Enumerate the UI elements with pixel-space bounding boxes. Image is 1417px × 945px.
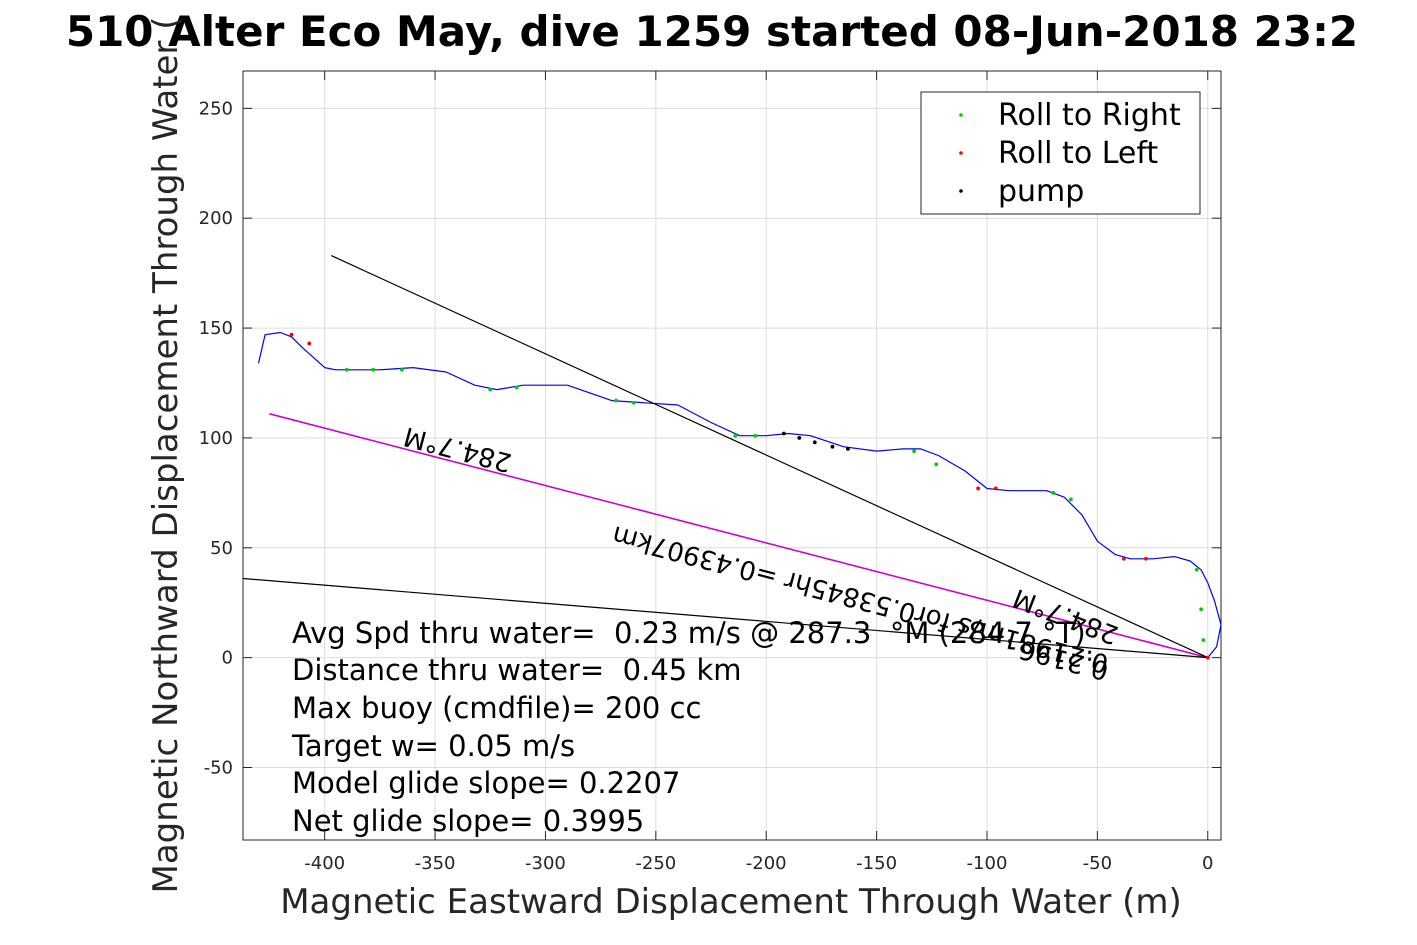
legend-label-roll-right: Roll to Right: [998, 98, 1181, 133]
roll-right-marker: [912, 449, 917, 454]
x-axis-label: Magnetic Eastward Displacement Through W…: [280, 882, 1182, 922]
legend-marker-roll-left: [959, 151, 963, 155]
y-tick-label: 200: [199, 208, 233, 229]
legend: Roll to Right Roll to Left pump: [920, 91, 1201, 215]
x-tick-label: -250: [635, 853, 676, 874]
legend-marker-roll-right: [959, 113, 963, 117]
pump-marker: [781, 431, 786, 436]
x-tick-label: -300: [525, 853, 566, 874]
roll-right-marker: [1051, 490, 1056, 495]
y-tick-label: 250: [199, 98, 233, 119]
y-tick-label: 150: [199, 318, 233, 339]
roll-right-marker: [514, 385, 519, 390]
x-tick-label: -50: [1083, 853, 1112, 874]
plot-area: [242, 70, 1222, 841]
reference-line: [243, 577, 1208, 659]
roll-right-marker: [733, 433, 738, 438]
chart-title: 510 Alter Eco May, dive 1259 started 08-…: [66, 7, 1358, 56]
legend-label-pump: pump: [998, 174, 1084, 209]
y-tick-label: 50: [210, 538, 233, 559]
y-tick-label: -50: [204, 757, 233, 778]
pump-marker: [846, 447, 850, 451]
annotation-heading-average: 284.7°M: [401, 420, 515, 477]
pump-marker: [797, 436, 802, 440]
y-tick-label: 100: [199, 428, 233, 449]
roll-left-marker: [307, 341, 312, 346]
x-tick-label: -150: [856, 853, 897, 874]
roll-right-marker: [1194, 567, 1199, 572]
legend-label-roll-left: Roll to Left: [998, 136, 1158, 171]
roll-right-marker: [1201, 638, 1206, 642]
roll-right-marker: [614, 398, 618, 403]
stat-model-glide-slope: Model glide slope= 0.2207: [292, 766, 680, 800]
legend-marker-pump: [959, 189, 963, 193]
roll-right-marker: [934, 462, 939, 467]
stat-target-w: Target w= 0.05 m/s: [291, 729, 575, 763]
x-tick-label: -200: [746, 853, 787, 874]
x-tick-label: -400: [304, 853, 345, 874]
roll-left-marker: [976, 486, 981, 491]
pump-marker: [830, 444, 835, 449]
roll-right-marker: [488, 387, 493, 392]
series-layer: [243, 255, 1221, 660]
y-axis-label: Magnetic Northward Displacement Through …: [146, 17, 186, 894]
stat-distance: Distance thru water= 0.45 km: [292, 653, 742, 687]
roll-left-marker: [289, 332, 294, 337]
stat-avg-speed: Avg Spd thru water= 0.23 m/s @ 287.3 °M …: [292, 616, 1086, 650]
dive-stats: Avg Spd thru water= 0.23 m/s @ 287.3 °M …: [291, 616, 1086, 838]
roll-right-marker: [344, 367, 349, 372]
roll-left-marker: [1121, 556, 1126, 561]
reference-line: [331, 255, 1209, 659]
x-tick-label: 0: [1202, 853, 1213, 874]
roll-right-marker: [400, 367, 404, 372]
roll-right-marker: [631, 400, 636, 405]
roll-right-marker: [753, 433, 758, 438]
legend-box: [920, 91, 1201, 215]
stat-net-glide-slope: Net glide slope= 0.3995: [292, 804, 644, 838]
roll-left-marker: [1205, 655, 1210, 660]
x-tick-label: -100: [967, 853, 1008, 874]
roll-right-marker: [371, 367, 376, 372]
roll-left-marker: [1144, 556, 1148, 561]
x-tick-label: -350: [415, 853, 456, 874]
y-tick-label: 0: [222, 648, 233, 669]
roll-right-marker: [1199, 607, 1204, 612]
pump-marker: [812, 440, 817, 445]
roll-left-marker: [993, 486, 998, 491]
stat-max-buoy: Max buoy (cmdfile)= 200 cc: [292, 691, 701, 725]
axis-ticks: -400 -350 -300 -250 -200 -150 -100 -50 0 -50 0 50 10…: [199, 71, 1221, 874]
average-course-line: [269, 413, 1209, 659]
roll-right-marker: [1068, 497, 1073, 502]
